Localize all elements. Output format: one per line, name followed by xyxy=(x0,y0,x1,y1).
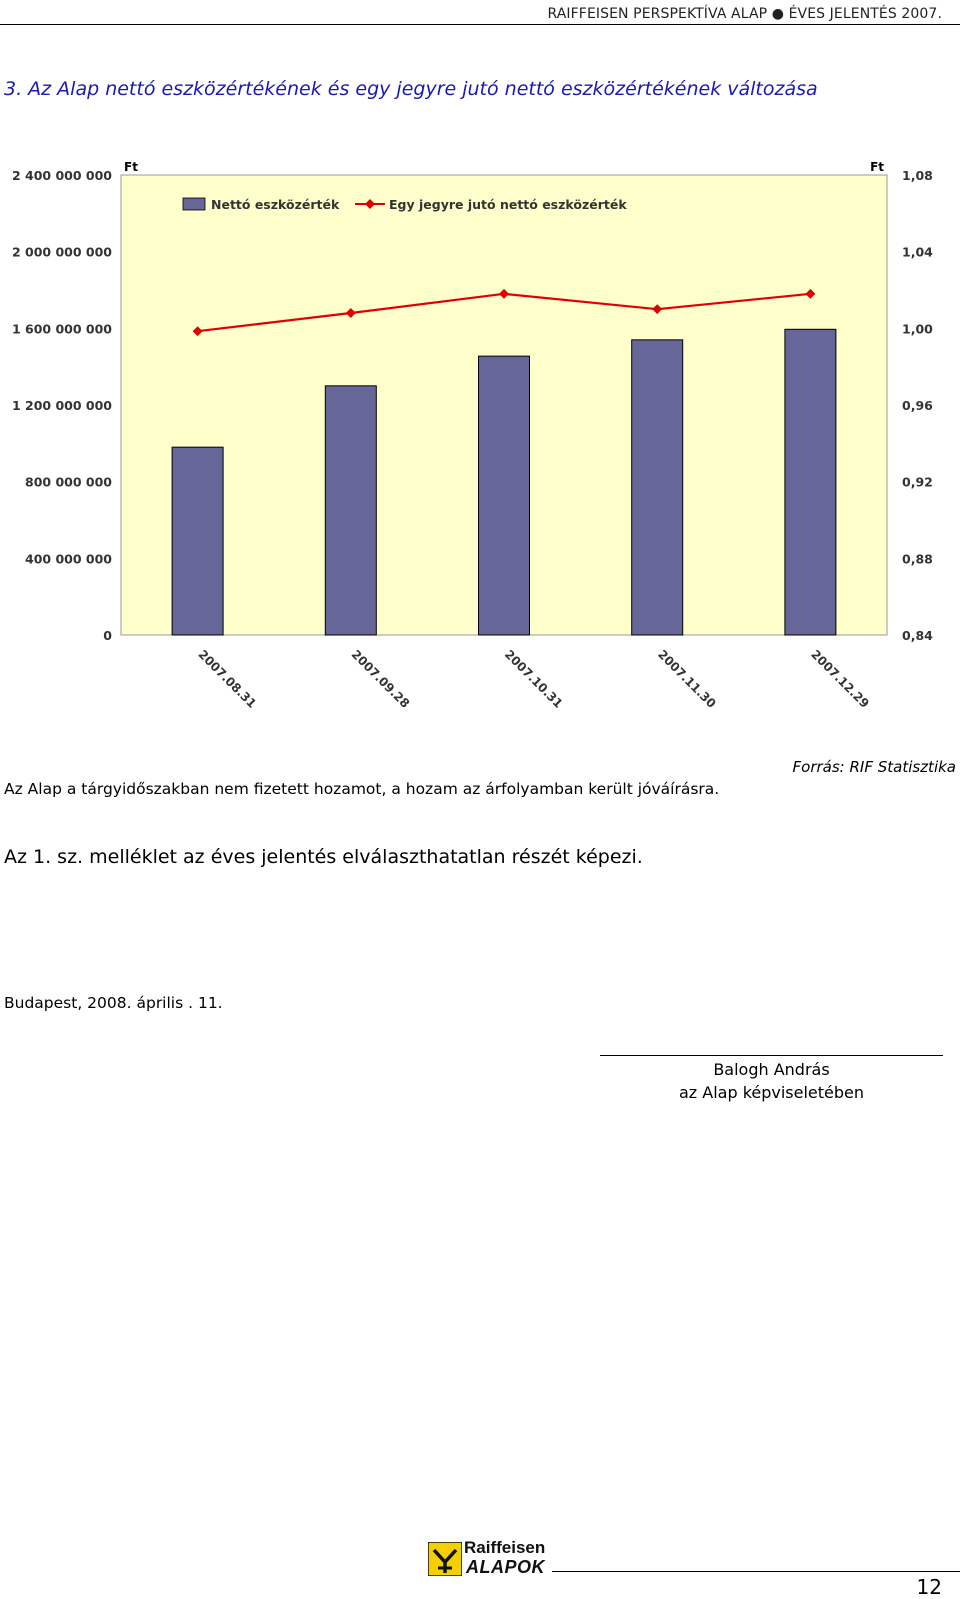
left-tick-label: 800 000 000 xyxy=(25,475,112,490)
bar-series xyxy=(171,328,837,636)
header-rule xyxy=(0,24,960,25)
bar xyxy=(324,385,377,636)
signature-line xyxy=(600,1055,943,1056)
left-tick-label: 0 xyxy=(103,628,112,643)
note-text: Az Alap a tárgyidőszakban nem fizetett h… xyxy=(4,780,720,798)
bar xyxy=(478,355,530,636)
x-axis-labels: 2007.08.31 2007.09.28 2007.10.31 2007.11.30… xyxy=(195,647,871,710)
bar xyxy=(631,339,684,636)
right-tick-label: 0,96 xyxy=(902,398,933,413)
left-axis-unit: Ft xyxy=(124,160,138,174)
raiffeisen-logo: Raiffeisen ALAPOK xyxy=(428,1538,558,1580)
signatory-name: Balogh András xyxy=(713,1060,830,1079)
right-tick-label: 0,88 xyxy=(902,551,933,566)
left-tick-label: 400 000 000 xyxy=(25,551,112,566)
annex-statement: Az 1. sz. melléklet az éves jelentés elv… xyxy=(4,846,643,868)
right-tick-label: 1,08 xyxy=(902,168,933,183)
right-tick-label: 0,84 xyxy=(902,628,933,643)
footer-rule xyxy=(552,1571,960,1572)
x-tick-label: 2007.08.31 xyxy=(195,647,259,710)
logo-text-bottom: ALAPOK xyxy=(466,1557,545,1577)
right-tick-label: 0,92 xyxy=(902,475,933,490)
line-marker xyxy=(805,288,816,299)
line-marker xyxy=(499,288,509,299)
right-axis-unit: Ft xyxy=(870,160,884,174)
combo-chart: 0 400 000 000 800 000 000 1 200 000 000 1 60… xyxy=(12,160,933,710)
source-text: Forrás: RIF Statisztika xyxy=(792,758,956,776)
right-axis: 0,84 0,88 0,92 0,96 1,00 1,04 1,08 xyxy=(902,168,933,643)
x-tick-label: 2007.12.29 xyxy=(808,647,872,710)
left-tick-label: 2 400 000 000 xyxy=(12,168,112,183)
legend-label-line: Egy jegyre jutó nettó eszközérték xyxy=(389,197,627,212)
bar xyxy=(784,328,837,636)
left-tick-label: 1 600 000 000 xyxy=(12,321,112,336)
left-axis: 0 400 000 000 800 000 000 1 200 000 000 1 60… xyxy=(12,168,112,643)
signatory-role: az Alap képviseletében xyxy=(678,1083,865,1102)
page-number: 12 xyxy=(916,1575,942,1599)
x-tick-label: 2007.10.31 xyxy=(502,647,566,710)
running-header: RAIFFEISEN PERSPEKTÍVA ALAP ● ÉVES JELEN… xyxy=(547,6,942,22)
place-date: Budapest, 2008. április . 11. xyxy=(4,994,223,1012)
left-tick-label: 1 200 000 000 xyxy=(12,398,112,413)
logo-text-top: Raiffeisen xyxy=(464,1538,546,1557)
right-tick-label: 1,04 xyxy=(902,245,933,260)
left-tick-label: 2 000 000 000 xyxy=(12,245,112,260)
x-tick-label: 2007.09.28 xyxy=(349,647,413,710)
x-tick-label: 2007.11.30 xyxy=(655,647,719,710)
line-marker xyxy=(652,304,663,315)
bar xyxy=(171,446,224,636)
legend-label-bar: Nettó eszközérték xyxy=(211,197,340,212)
right-tick-label: 1,00 xyxy=(902,321,933,336)
legend: Nettó eszközérték Egy jegyre jutó nettó … xyxy=(182,197,627,212)
legend-swatch-bar xyxy=(182,197,206,211)
raiffeisen-gable-cross-icon xyxy=(428,1542,462,1576)
section-title: 3. Az Alap nettó eszközértékének és egy … xyxy=(4,78,818,100)
line-marker xyxy=(192,326,203,337)
